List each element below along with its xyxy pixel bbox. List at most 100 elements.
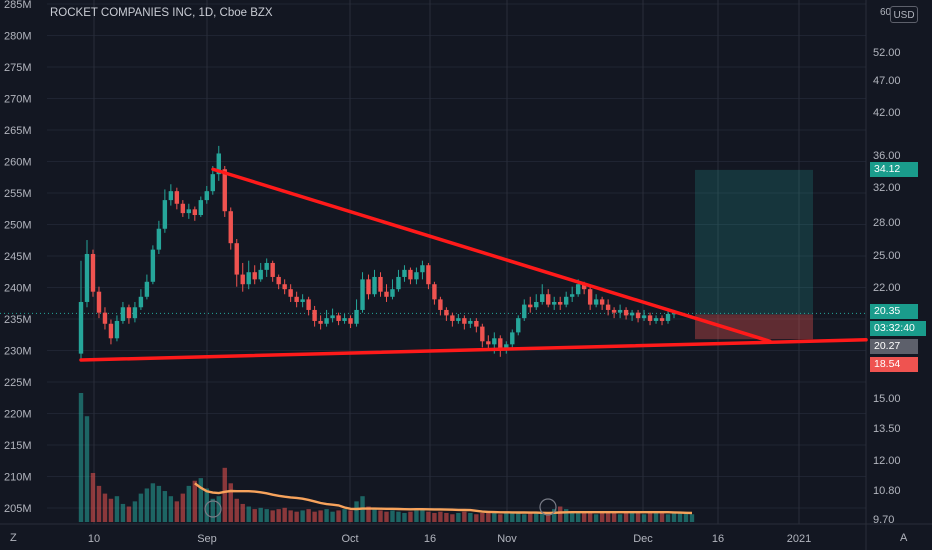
volume-bar	[120, 503, 126, 522]
volume-bar	[234, 498, 239, 522]
candle-body	[264, 262, 269, 270]
candle-body	[372, 276, 377, 295]
volume-bar	[216, 496, 221, 522]
candle-body	[402, 269, 407, 277]
volume-bar	[623, 512, 629, 522]
candle-body	[222, 169, 227, 212]
volume-bar	[132, 501, 138, 522]
left-axis-tick: 270M	[4, 94, 32, 106]
volume-bar	[593, 514, 599, 522]
candle-body	[156, 228, 162, 250]
volume-bar	[270, 510, 275, 522]
candle-body	[438, 299, 443, 310]
candle-body	[120, 307, 126, 321]
candle-body	[300, 299, 305, 302]
volume-bar	[504, 512, 509, 522]
stop-price-badge: 18.54	[870, 357, 918, 372]
volume-bars	[78, 393, 695, 522]
currency-button[interactable]: USD	[890, 6, 918, 23]
volume-bar	[102, 493, 108, 522]
volume-bar	[444, 512, 449, 522]
volume-bar	[390, 510, 395, 522]
candle-body	[581, 284, 587, 290]
auto-scale-button[interactable]: A	[900, 532, 908, 544]
volume-bar	[635, 512, 641, 522]
candle-body	[665, 314, 671, 321]
candle-body	[563, 296, 569, 305]
candle-body	[605, 304, 611, 310]
candle-body	[348, 318, 353, 324]
volume-bar	[228, 483, 233, 522]
right-axis-tick: 36.00	[873, 150, 901, 162]
candle-body	[617, 309, 623, 313]
volume-axis: 285M 280M 275M 270M 265M 260M 255M 250M 245M 240M…	[4, 0, 32, 515]
candle-body	[330, 315, 335, 319]
volume-bar	[611, 512, 617, 522]
volume-bar	[294, 511, 299, 522]
volume-bar	[563, 509, 569, 522]
candle-body	[162, 200, 168, 229]
candle-body	[480, 326, 485, 342]
candle-body	[198, 200, 203, 216]
left-axis-tick: 230M	[4, 346, 32, 358]
volume-bar	[516, 512, 521, 522]
candle-body	[360, 279, 365, 310]
triangle-trendlines[interactable]	[79, 167, 868, 362]
event-markers[interactable]	[204, 498, 557, 518]
volume-bar	[450, 514, 455, 522]
candle-body	[318, 320, 323, 324]
left-axis-tick: 220M	[4, 409, 32, 421]
volume-bar	[528, 512, 533, 522]
left-axis-tick: 280M	[4, 31, 32, 43]
candle-body	[144, 281, 150, 297]
right-axis-tick: 9.70	[873, 514, 894, 526]
candle-body	[174, 191, 180, 204]
volume-bar	[198, 478, 203, 522]
volume-bar	[306, 509, 311, 522]
candle-body	[150, 249, 156, 282]
volume-bar	[138, 493, 144, 522]
volume-bar	[246, 506, 251, 522]
volume-bar	[522, 514, 527, 522]
volume-bar	[144, 488, 150, 522]
candle-body	[378, 276, 383, 292]
volume-bar	[552, 509, 557, 522]
candle-body	[192, 209, 198, 216]
candle-body	[516, 318, 521, 333]
candle-body	[534, 301, 539, 308]
lower-trendline	[79, 338, 868, 362]
volume-bar	[300, 510, 305, 522]
left-axis-tick: 210M	[4, 472, 32, 484]
candle-body	[450, 315, 455, 321]
candle-body	[599, 299, 605, 305]
right-axis-tick: 47.00	[873, 75, 901, 87]
profit-zone	[695, 169, 813, 315]
candle-body	[587, 289, 593, 305]
volume-bar	[372, 509, 377, 522]
candle-body	[420, 265, 425, 273]
undo-button[interactable]: Z	[10, 532, 17, 544]
candle-body	[474, 320, 479, 327]
price-axis: 52.00 47.00 42.00 36.00 32.00 28.00 25.00 22.00…	[873, 47, 901, 526]
candle-body	[522, 304, 527, 319]
volume-moving-average	[194, 482, 693, 515]
volume-bar	[575, 512, 581, 522]
candle-body	[108, 323, 114, 339]
volume-bar	[587, 512, 593, 522]
candle-body	[384, 291, 389, 297]
volume-bar	[336, 510, 341, 522]
left-axis-tick: 205M	[4, 503, 32, 515]
right-axis-tick: 32.00	[873, 182, 901, 194]
candle-body	[558, 301, 563, 305]
volume-bar	[108, 498, 114, 522]
candle-body	[671, 313, 677, 315]
ma-line	[194, 482, 693, 515]
left-axis-tick: 240M	[4, 283, 32, 295]
candle-body	[486, 341, 491, 345]
right-axis-tick: 28.00	[873, 217, 901, 229]
volume-bar	[282, 507, 287, 522]
candle-body	[593, 299, 599, 305]
volume-bar	[168, 496, 174, 522]
long-position-tool[interactable]	[695, 169, 813, 340]
